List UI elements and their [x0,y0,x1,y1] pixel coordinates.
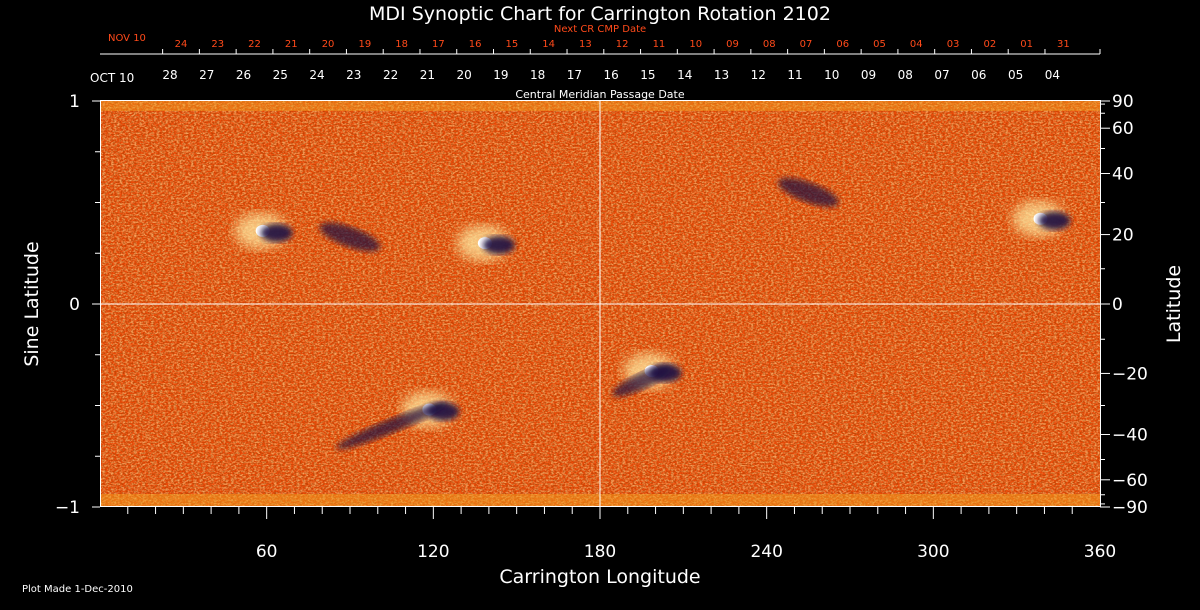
active-region [456,225,515,262]
cmp-date-label: 19 [493,68,508,82]
next-cr-date-label: 12 [616,39,629,50]
y-right-tick-label: 40 [1112,165,1134,185]
active-region [1012,200,1071,237]
next-cr-date-label: 17 [432,39,445,50]
x-tick-label: 360 [1084,542,1116,562]
next-cr-date-label: 08 [763,39,776,50]
next-cr-date-label: 23 [211,39,224,50]
x-axis-label: Carrington Longitude [499,566,700,588]
y-axis-left-label: Sine Latitude [21,241,43,366]
y-axis-left: 1 0 −1 [55,92,100,518]
spot-negative [260,223,293,242]
cmp-date-label: 09 [861,68,876,82]
cmp-date-label: 06 [971,68,986,82]
next-cr-date-label: 24 [175,39,188,50]
next-cr-date-label: 06 [836,39,849,50]
spot-negative [482,236,515,255]
next-cr-date-label: 18 [395,39,408,50]
next-cr-date-label: 31 [1057,39,1070,50]
spot-negative [319,222,381,252]
next-cr-date-label: 11 [653,39,666,50]
x-tick-label: 120 [417,542,449,562]
x-tick-label: 240 [750,542,782,562]
cmp-date-label: 08 [898,68,913,82]
next-cr-date-label: 02 [983,39,996,50]
active-region [778,177,839,207]
next-cr-date-label: 19 [358,39,371,50]
next-cr-date-label: 09 [726,39,739,50]
cmp-date-label: 04 [1045,68,1060,82]
next-cr-date-label: 15 [506,39,519,50]
next-cr-tick-labels: 24 23 22 21 20 19 18 17 16 15 14 13 12 11 10 09 08 07 06 05… [162,39,1101,54]
plot-made-footer: Plot Made 1-Dec-2010 [22,584,133,595]
cmp-date-label: 18 [530,68,545,82]
cmp-start-label: OCT 10 [90,71,134,85]
y-right-tick-label: 60 [1112,119,1134,139]
y-right-tick-label: −90 [1112,498,1148,518]
cmp-date-label: 22 [383,68,398,82]
cmp-date-label: 17 [567,68,582,82]
next-cr-date-label: 16 [469,39,482,50]
y-right-tick-label: 0 [1112,295,1123,315]
cmp-date-label: 16 [604,68,619,82]
cmp-date-label: 24 [309,68,324,82]
y-right-tick-label: 20 [1112,226,1134,246]
y-left-tick-label: −1 [55,498,80,518]
active-region [234,212,293,249]
y-axis-right: 90 60 40 20 0 −20 −40 −60 −90 [1100,92,1148,518]
next-cr-date-label: 04 [910,39,923,50]
next-cr-date-label: 05 [873,39,886,50]
cmp-date-label: 25 [273,68,288,82]
spot-negative [1038,211,1071,230]
cmp-date-label: 21 [420,68,435,82]
cmp-date-label: 27 [199,68,214,82]
cmp-date-label: 10 [824,68,839,82]
x-axis: 60 120 180 240 300 360 [127,507,1116,562]
next-cr-date-label: 03 [947,39,960,50]
next-cr-start-label: NOV 10 [108,33,146,44]
next-cr-date-label: 20 [322,39,335,50]
y-left-tick-label: 1 [69,92,80,112]
cmp-date-label: 07 [934,68,949,82]
next-cr-date-label: 01 [1020,39,1033,50]
next-cr-date-label: 21 [285,39,298,50]
next-cr-date-label: 22 [248,39,261,50]
cmp-tick-labels: 28 27 26 25 24 23 22 21 20 19 18 17 16 15 14 13 12 11 10 09… [162,68,1060,82]
cmp-date-label: 05 [1008,68,1023,82]
x-tick-label: 180 [584,542,616,562]
negative-streak [612,365,671,397]
y-right-tick-label: −60 [1112,471,1148,491]
cmp-axis-label: Central Meridian Passage Date [515,88,684,101]
next-cr-date-label: 07 [800,39,813,50]
cmp-date-label: 26 [236,68,251,82]
active-region [319,222,381,252]
next-cr-date-label: 10 [689,39,702,50]
cmp-date-label: 12 [751,68,766,82]
cmp-date-label: 20 [456,68,471,82]
next-cr-axis-label: Next CR CMP Date [554,24,646,35]
cmp-date-label: 13 [714,68,729,82]
cmp-date-label: 28 [162,68,177,82]
y-right-tick-label: −20 [1112,364,1148,384]
chart-title: MDI Synoptic Chart for Carrington Rotati… [369,3,831,25]
x-tick-label: 60 [256,542,278,562]
spot-negative [778,177,839,207]
cmp-date-label: 23 [346,68,361,82]
y-right-tick-label: −40 [1112,425,1148,445]
y-left-tick-label: 0 [69,295,80,315]
cmp-date-label: 15 [640,68,655,82]
x-tick-label: 300 [917,542,949,562]
next-cr-date-label: 13 [579,39,592,50]
negative-streak [335,402,448,450]
cmp-date-label: 14 [677,68,692,82]
y-right-tick-label: 90 [1112,92,1134,112]
y-axis-right-label: Latitude [1163,265,1185,343]
next-cr-date-label: 14 [542,39,555,50]
cmp-date-label: 11 [787,68,802,82]
